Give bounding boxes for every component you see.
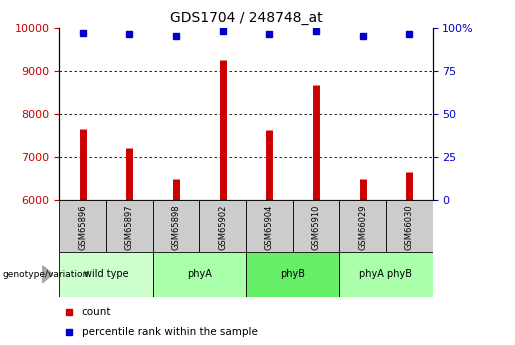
- Bar: [293, 200, 339, 252]
- Text: GSM65897: GSM65897: [125, 204, 134, 250]
- Text: GSM65896: GSM65896: [78, 204, 87, 250]
- Bar: [386, 200, 433, 252]
- Text: wild type: wild type: [83, 269, 128, 279]
- Bar: [59, 252, 152, 297]
- Text: count: count: [81, 307, 111, 317]
- Bar: [339, 252, 433, 297]
- Bar: [152, 200, 199, 252]
- Text: GSM65904: GSM65904: [265, 204, 274, 250]
- Text: phyA phyB: phyA phyB: [359, 269, 413, 279]
- Text: GSM65902: GSM65902: [218, 204, 227, 250]
- Title: GDS1704 / 248748_at: GDS1704 / 248748_at: [169, 11, 322, 25]
- Bar: [199, 200, 246, 252]
- Polygon shape: [43, 266, 53, 283]
- Text: GSM66030: GSM66030: [405, 204, 414, 250]
- Bar: [246, 200, 293, 252]
- Bar: [339, 200, 386, 252]
- Text: phyA: phyA: [187, 269, 212, 279]
- Text: genotype/variation: genotype/variation: [3, 270, 89, 279]
- Text: GSM65898: GSM65898: [171, 204, 180, 250]
- Bar: [246, 252, 339, 297]
- Bar: [106, 200, 152, 252]
- Text: phyB: phyB: [280, 269, 305, 279]
- Bar: [152, 252, 246, 297]
- Text: GSM65910: GSM65910: [312, 204, 320, 250]
- Bar: [59, 200, 106, 252]
- Text: percentile rank within the sample: percentile rank within the sample: [81, 327, 258, 337]
- Text: GSM66029: GSM66029: [358, 204, 367, 250]
